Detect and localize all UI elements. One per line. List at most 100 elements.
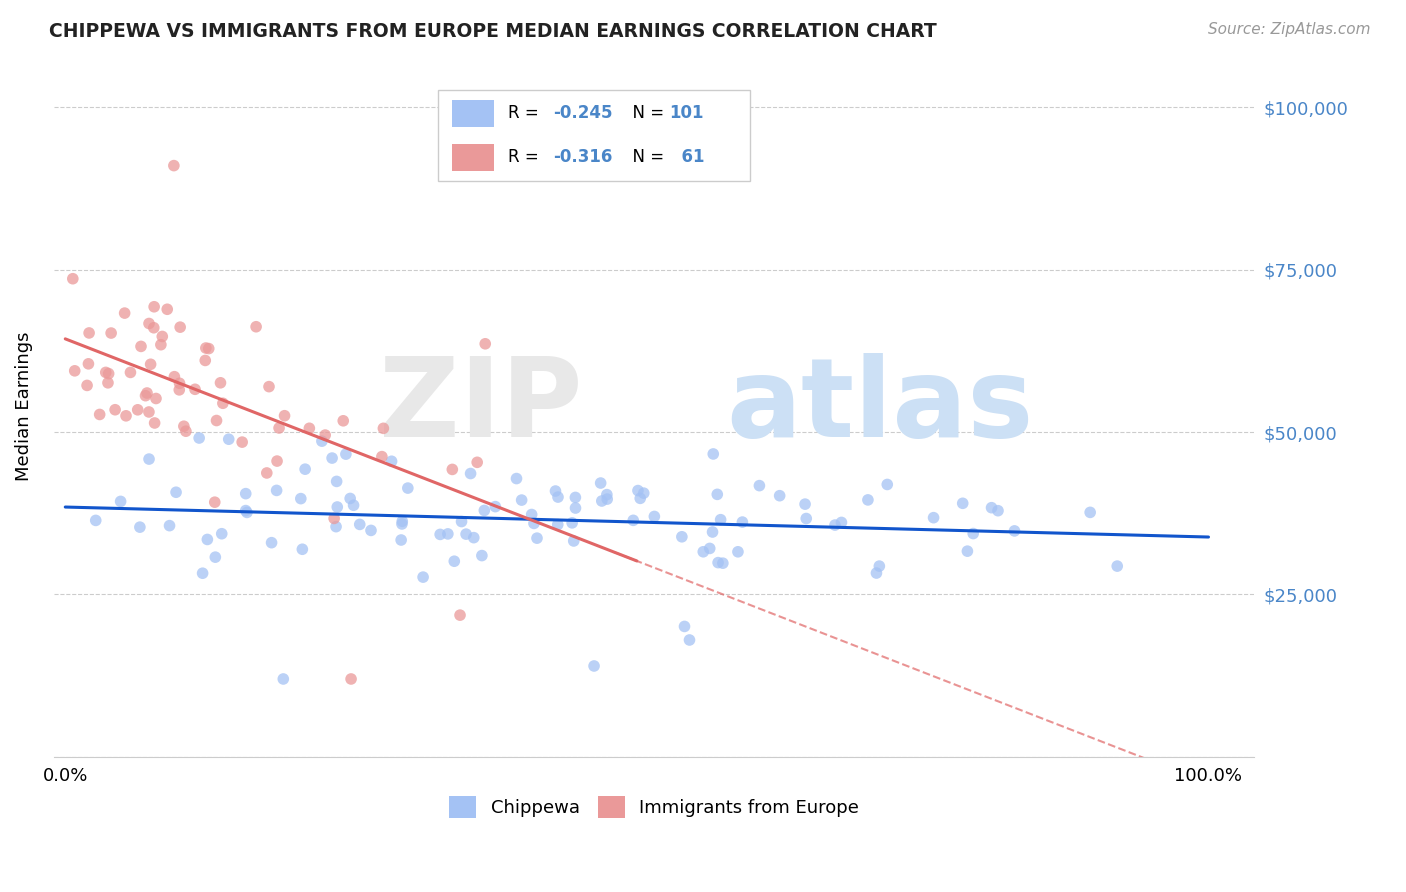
Point: [824, 518, 846, 533]
Point: [465, 455, 488, 469]
Point: [389, 533, 412, 547]
Bar: [453, 144, 495, 170]
Bar: [453, 100, 495, 127]
Point: [142, 320, 165, 334]
Point: [373, 421, 395, 435]
Point: [321, 451, 343, 466]
Point: [711, 556, 734, 570]
Point: [544, 483, 567, 498]
Point: [769, 489, 792, 503]
Point: [314, 428, 336, 442]
Point: [77, 357, 100, 371]
Point: [266, 454, 288, 468]
FancyBboxPatch shape: [437, 90, 749, 181]
Point: [562, 533, 585, 548]
Point: [472, 503, 495, 517]
Point: [143, 300, 166, 314]
Point: [127, 402, 149, 417]
Point: [564, 501, 586, 516]
Point: [980, 500, 1002, 515]
Text: N =: N =: [621, 148, 669, 166]
Point: [271, 672, 294, 686]
Point: [463, 531, 485, 545]
Point: [145, 392, 167, 406]
Point: [987, 504, 1010, 518]
Point: [396, 481, 419, 495]
Point: [195, 533, 218, 547]
Point: [510, 493, 533, 508]
Point: [84, 513, 107, 527]
Point: [335, 447, 357, 461]
Text: R =: R =: [508, 104, 544, 122]
Point: [922, 510, 945, 524]
Point: [209, 376, 232, 390]
Point: [520, 508, 543, 522]
Y-axis label: Median Earnings: Median Earnings: [15, 331, 32, 481]
Point: [748, 478, 770, 492]
Point: [454, 527, 477, 541]
Point: [441, 462, 464, 476]
Point: [273, 409, 295, 423]
Point: [76, 378, 98, 392]
Point: [633, 486, 655, 500]
Point: [129, 339, 152, 353]
Point: [643, 509, 665, 524]
Point: [231, 435, 253, 450]
Point: [169, 376, 191, 391]
Point: [340, 672, 363, 686]
Point: [188, 431, 211, 445]
Point: [956, 544, 979, 558]
Point: [360, 524, 382, 538]
Point: [100, 326, 122, 340]
Point: [294, 462, 316, 476]
Point: [174, 424, 197, 438]
Point: [702, 447, 724, 461]
Point: [591, 494, 613, 508]
Point: [260, 535, 283, 549]
Point: [381, 454, 404, 468]
Point: [699, 541, 721, 556]
Point: [505, 471, 527, 485]
Point: [326, 500, 349, 514]
Point: [150, 329, 173, 343]
Point: [1078, 505, 1101, 519]
Point: [412, 570, 434, 584]
Point: [673, 619, 696, 633]
Point: [583, 659, 606, 673]
Point: [266, 483, 288, 498]
Point: [97, 376, 120, 390]
Point: [194, 341, 217, 355]
Point: [290, 491, 312, 506]
Point: [678, 632, 700, 647]
Point: [115, 409, 138, 423]
Point: [474, 336, 496, 351]
Point: [342, 498, 364, 512]
Point: [204, 550, 226, 565]
Point: [62, 271, 84, 285]
Point: [471, 549, 494, 563]
Point: [429, 527, 451, 541]
Point: [628, 491, 651, 506]
Point: [339, 491, 361, 506]
Point: [311, 434, 333, 449]
Point: [710, 513, 733, 527]
Text: -0.316: -0.316: [553, 148, 613, 166]
Text: R =: R =: [508, 148, 544, 166]
Point: [707, 556, 730, 570]
Point: [564, 491, 586, 505]
Point: [876, 477, 898, 491]
Point: [706, 487, 728, 501]
Point: [163, 159, 186, 173]
Point: [692, 545, 714, 559]
Point: [450, 515, 472, 529]
Point: [523, 516, 546, 531]
Point: [702, 524, 724, 539]
Point: [77, 326, 100, 340]
Text: -0.245: -0.245: [553, 104, 613, 122]
Point: [138, 317, 160, 331]
Point: [104, 402, 127, 417]
Point: [596, 488, 619, 502]
Point: [257, 379, 280, 393]
Point: [156, 302, 179, 317]
Point: [110, 494, 132, 508]
